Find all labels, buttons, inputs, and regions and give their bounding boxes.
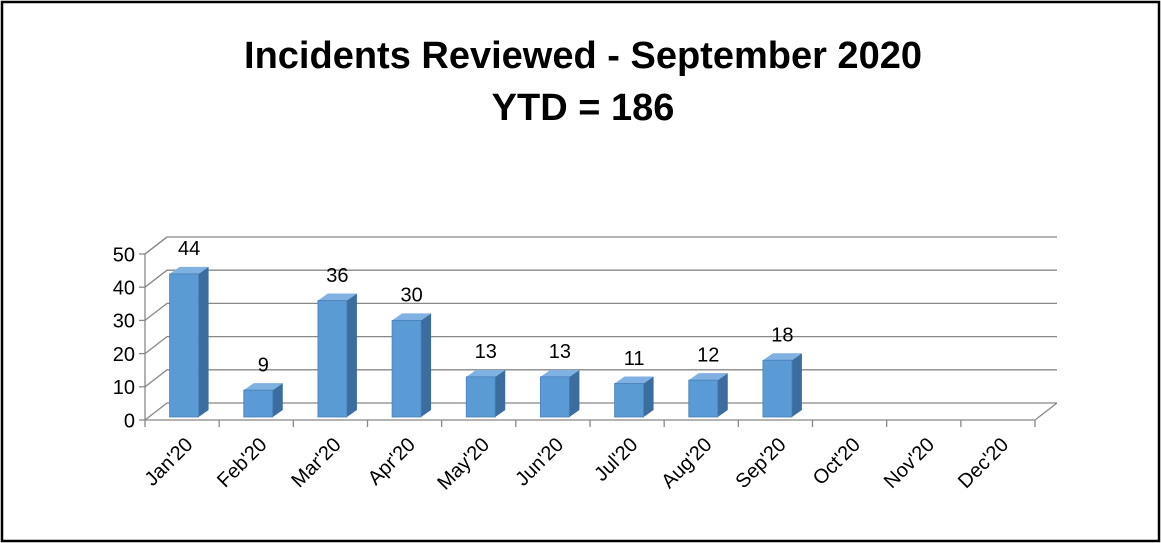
bar bbox=[465, 376, 496, 418]
bar-side bbox=[643, 376, 654, 417]
bar-side bbox=[717, 373, 728, 417]
bar bbox=[762, 359, 793, 418]
grid-line bbox=[144, 302, 1057, 321]
data-label: 30 bbox=[400, 285, 422, 307]
grid-line bbox=[144, 335, 1057, 355]
bar-side bbox=[495, 369, 506, 417]
bar-top bbox=[688, 373, 728, 381]
bar-top bbox=[392, 313, 432, 321]
bar bbox=[169, 273, 199, 418]
chart-subtitle: YTD = 186 bbox=[492, 87, 675, 129]
grid-line bbox=[144, 402, 1057, 421]
bar-top bbox=[762, 353, 802, 361]
bar-side bbox=[346, 293, 357, 417]
y-tick-label: 10 bbox=[113, 377, 135, 399]
data-label: 44 bbox=[178, 238, 200, 260]
bar bbox=[317, 300, 348, 418]
data-label: 12 bbox=[697, 344, 719, 366]
bar bbox=[391, 319, 422, 418]
y-tick-label: 40 bbox=[113, 277, 135, 299]
bar-top bbox=[614, 376, 654, 384]
bar-side bbox=[569, 369, 580, 417]
data-label: 18 bbox=[771, 325, 793, 347]
data-label: 13 bbox=[475, 341, 497, 363]
bar-top bbox=[466, 369, 506, 377]
grid-line bbox=[144, 269, 1057, 288]
bar-side bbox=[198, 266, 209, 417]
bar-top bbox=[243, 383, 283, 391]
data-label: 9 bbox=[258, 354, 269, 376]
bar-side bbox=[791, 353, 802, 417]
chart-title: Incidents Reviewed - September 2020 bbox=[244, 35, 922, 77]
data-label: 36 bbox=[326, 265, 348, 287]
bar bbox=[243, 389, 274, 418]
bar-top bbox=[540, 369, 580, 377]
grid-line bbox=[144, 369, 1057, 388]
data-label: 11 bbox=[624, 348, 645, 370]
bar-side bbox=[272, 383, 283, 417]
bar bbox=[614, 383, 644, 418]
y-tick-label: 0 bbox=[124, 410, 135, 432]
bar bbox=[688, 379, 719, 418]
y-tick-label: 30 bbox=[113, 311, 135, 333]
y-tick-label: 50 bbox=[113, 244, 135, 266]
grid-line bbox=[144, 236, 1057, 255]
data-label: 13 bbox=[549, 341, 571, 363]
y-tick-label: 20 bbox=[113, 344, 135, 366]
bar-top bbox=[169, 266, 209, 274]
bar-side bbox=[421, 313, 432, 417]
bar-top bbox=[317, 293, 357, 301]
bar bbox=[540, 376, 570, 418]
